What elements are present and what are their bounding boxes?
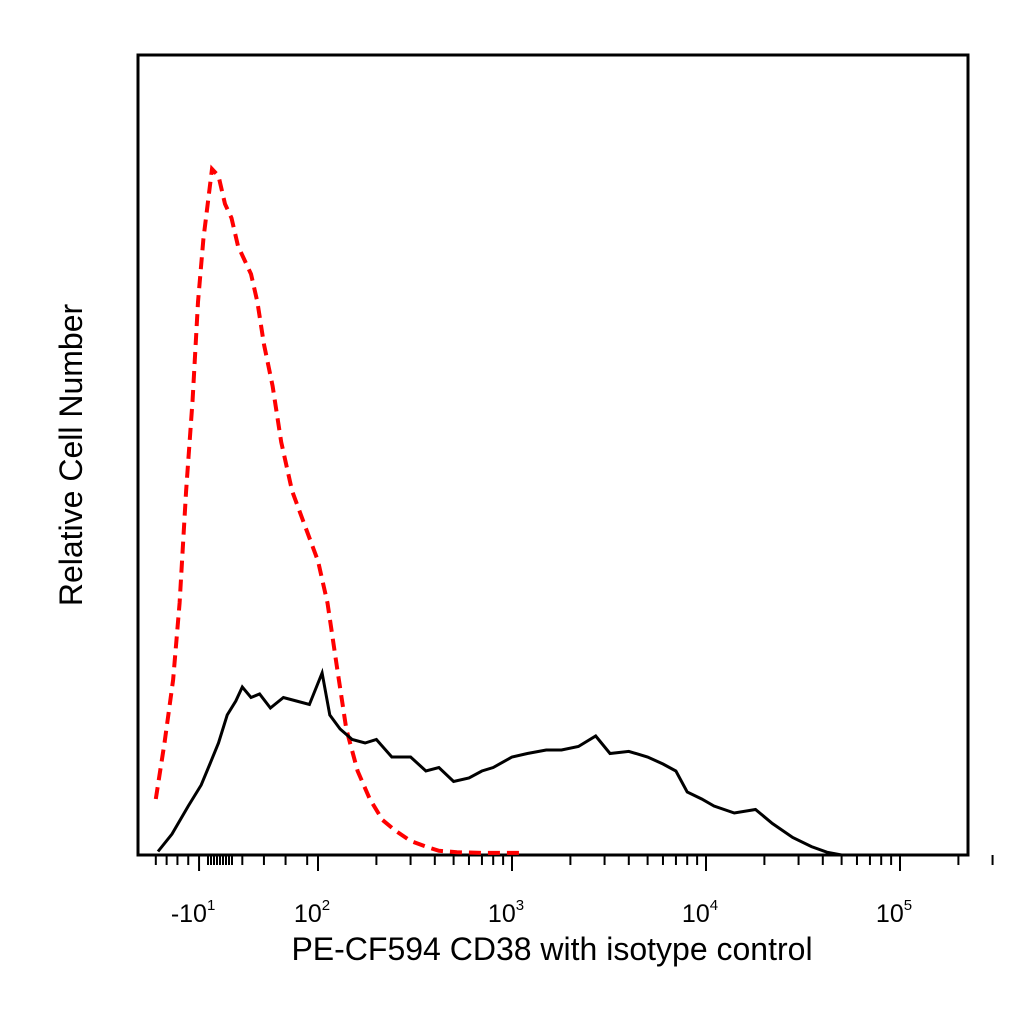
x-ticks <box>154 855 994 871</box>
series-isotype-control-line <box>153 164 520 855</box>
x-tick-label: 103 <box>488 897 524 928</box>
x-tick-label: 104 <box>682 897 718 928</box>
x-tick-label: 105 <box>876 897 912 928</box>
x-tick-label-exp: 1 <box>207 897 215 914</box>
y-axis-label: Relative Cell Number <box>53 303 89 606</box>
x-tick-label-exp: 4 <box>710 897 718 914</box>
x-tick-label: 102 <box>294 897 330 928</box>
x-tick-label-base: -10 <box>171 900 207 928</box>
series-layer <box>153 164 842 857</box>
x-tick-label-exp: 2 <box>322 897 330 914</box>
series-cd38-line <box>156 667 842 857</box>
x-tick-label: -101 <box>171 897 215 928</box>
x-tick-label-base: 10 <box>876 900 904 928</box>
x-tick-labels: -101 102 103 104 105 <box>171 897 912 928</box>
x-tick-label-base: 10 <box>682 900 710 928</box>
x-tick-label-exp: 5 <box>904 897 912 914</box>
plot-frame <box>136 53 970 857</box>
x-tick-label-base: 10 <box>294 900 322 928</box>
x-tick-label-exp: 3 <box>516 897 524 914</box>
x-axis-label: PE-CF594 CD38 with isotype control <box>291 931 812 967</box>
x-tick-label-base: 10 <box>488 900 516 928</box>
